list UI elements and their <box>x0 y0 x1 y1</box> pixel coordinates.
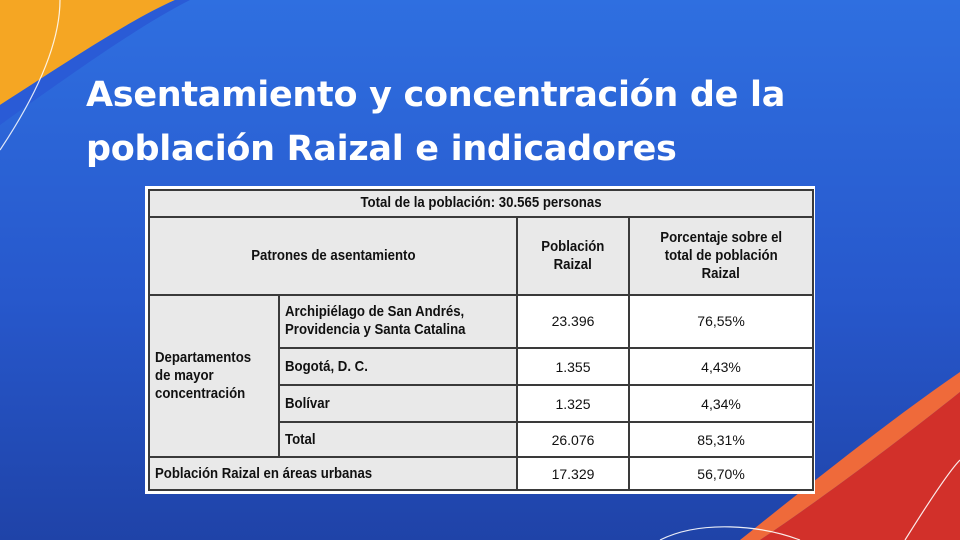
row-name-total: Total <box>278 421 518 459</box>
row-poblacion-bogota: 1.355 <box>516 347 630 387</box>
row-poblacion-total: 26.076 <box>516 421 630 459</box>
table-row: Patrones de asentamiento Población Raiza… <box>148 215 815 296</box>
row-name-bogota: Bogotá, D. C. <box>278 347 518 387</box>
slide-title-line-2: población Raizal e indicadores <box>86 129 677 169</box>
row-porcentaje-bolivar: 4,34% <box>627 384 815 424</box>
table-row: Total de la población: 30.565 personas <box>147 189 815 218</box>
header-porcentaje: Porcentaje sobre el total de población R… <box>627 215 815 296</box>
row-porcentaje-total: 85,31% <box>627 421 815 459</box>
row-porcentaje-san-andres: 76,55% <box>627 293 815 350</box>
total-population-header: Total de la población: 30.565 personas <box>147 189 815 218</box>
population-table-image: Total de la población: 30.565 personas P… <box>145 186 815 494</box>
table-row: Bogotá, D. C. 1.355 4,43% <box>149 347 815 387</box>
row-name-urbanas: Población Raizal en áreas urbanas <box>148 456 518 491</box>
group-label-departamentos: Departamentos de mayor concentración <box>148 293 280 459</box>
slide-title-line-1: Asentamiento y concentración de la <box>86 75 786 115</box>
table-row: Población Raizal en áreas urbanas 17.329… <box>148 456 815 491</box>
row-porcentaje-urbanas: 56,70% <box>627 456 815 491</box>
orange-corner-shape <box>0 0 175 105</box>
row-poblacion-urbanas: 17.329 <box>516 456 630 491</box>
red-corner-shape <box>760 392 960 540</box>
slide-title: Asentamiento y concentración de la pobla… <box>86 68 906 176</box>
row-poblacion-san-andres: 23.396 <box>516 293 630 350</box>
table-row: Total 26.076 85,31% <box>149 421 815 459</box>
row-name-bolivar: Bolívar <box>278 384 518 424</box>
row-porcentaje-bogota: 4,43% <box>627 347 815 387</box>
header-patrones: Patrones de asentamiento <box>148 215 518 296</box>
table-row: Bolívar 1.325 4,34% <box>149 384 815 424</box>
corner-curve-line <box>0 0 61 151</box>
row-poblacion-bolivar: 1.325 <box>516 384 630 424</box>
red-corner-stripe <box>740 372 960 540</box>
header-poblacion: Población Raizal <box>516 215 630 296</box>
row-name-san-andres: Archipiélago de San Andrés, Providencia … <box>278 293 518 350</box>
table-row: Departamentos de mayor concentración Arc… <box>148 293 815 459</box>
bottom-curve-line <box>659 526 801 540</box>
right-curve-line <box>904 459 960 540</box>
population-table: Total de la población: 30.565 personas P… <box>147 189 815 491</box>
